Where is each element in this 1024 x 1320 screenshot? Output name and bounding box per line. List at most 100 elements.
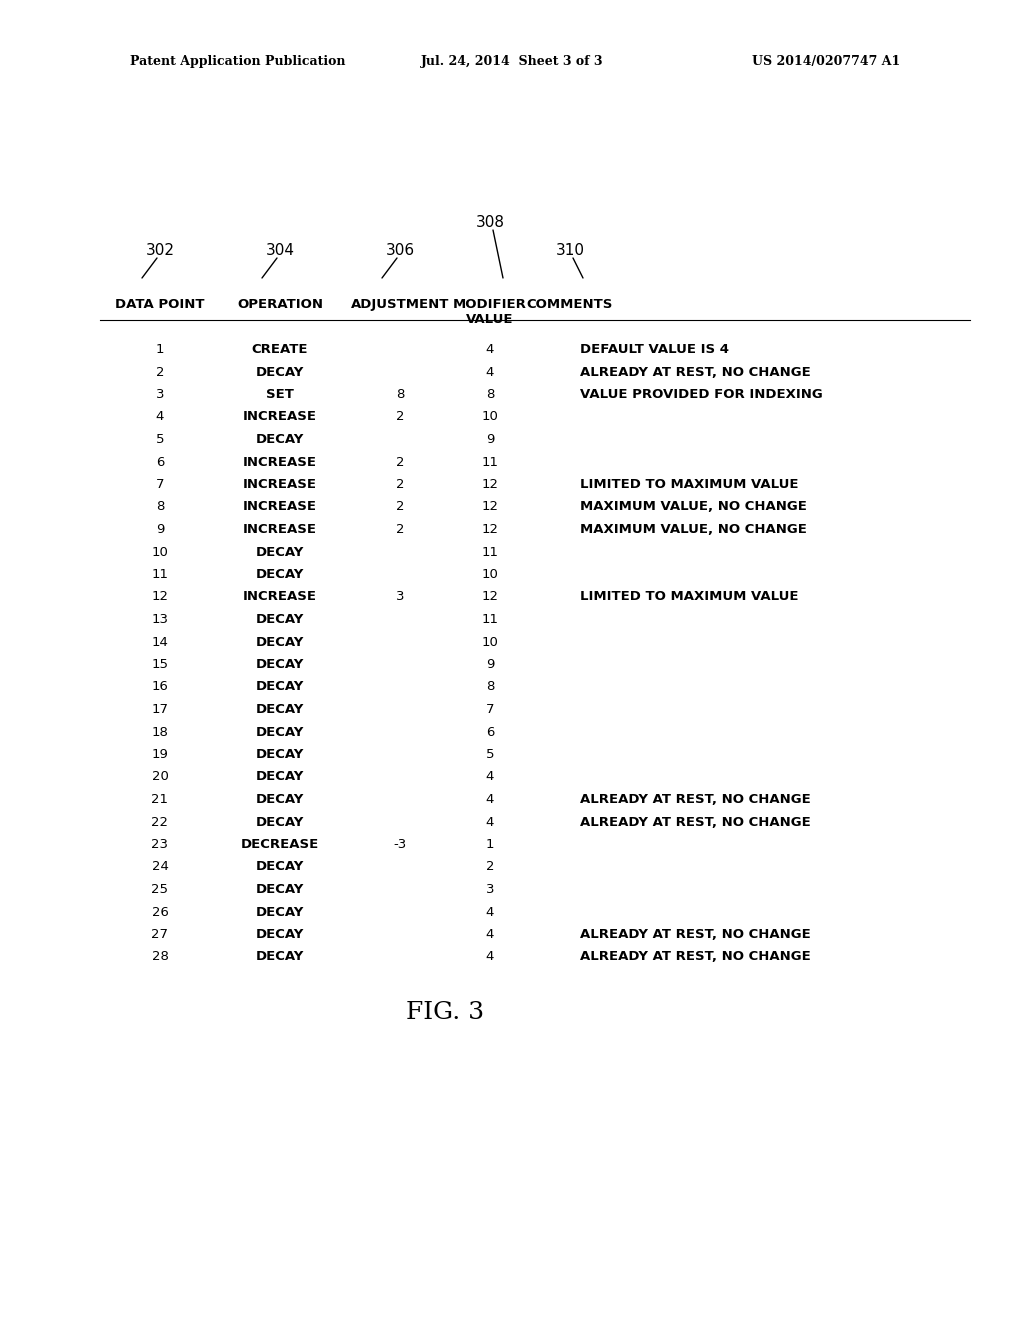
Text: 16: 16 [152,681,168,693]
Text: 12: 12 [481,500,499,513]
Text: 8: 8 [485,388,495,401]
Text: 11: 11 [481,455,499,469]
Text: 306: 306 [385,243,415,257]
Text: DECAY: DECAY [256,681,304,693]
Text: DECAY: DECAY [256,568,304,581]
Text: 4: 4 [485,928,495,941]
Text: 10: 10 [481,635,499,648]
Text: 9: 9 [485,657,495,671]
Text: DECAY: DECAY [256,793,304,807]
Text: US 2014/0207747 A1: US 2014/0207747 A1 [752,55,900,69]
Text: DEFAULT VALUE IS 4: DEFAULT VALUE IS 4 [580,343,729,356]
Text: 28: 28 [152,950,168,964]
Text: -3: -3 [393,838,407,851]
Text: 3: 3 [395,590,404,603]
Text: 12: 12 [481,478,499,491]
Text: CREATE: CREATE [252,343,308,356]
Text: 27: 27 [152,928,169,941]
Text: 1: 1 [485,838,495,851]
Text: COMMENTS: COMMENTS [526,298,613,312]
Text: ALREADY AT REST, NO CHANGE: ALREADY AT REST, NO CHANGE [580,793,811,807]
Text: 19: 19 [152,748,168,762]
Text: 11: 11 [481,612,499,626]
Text: 12: 12 [481,523,499,536]
Text: MAXIMUM VALUE, NO CHANGE: MAXIMUM VALUE, NO CHANGE [580,500,807,513]
Text: 4: 4 [485,816,495,829]
Text: OPERATION: OPERATION [237,298,323,312]
Text: ALREADY AT REST, NO CHANGE: ALREADY AT REST, NO CHANGE [580,928,811,941]
Text: 12: 12 [481,590,499,603]
Text: 4: 4 [485,793,495,807]
Text: DECAY: DECAY [256,545,304,558]
Text: INCREASE: INCREASE [243,500,317,513]
Text: 2: 2 [485,861,495,874]
Text: 4: 4 [485,950,495,964]
Text: 21: 21 [152,793,169,807]
Text: VALUE PROVIDED FOR INDEXING: VALUE PROVIDED FOR INDEXING [580,388,822,401]
Text: LIMITED TO MAXIMUM VALUE: LIMITED TO MAXIMUM VALUE [580,478,799,491]
Text: 8: 8 [396,388,404,401]
Text: LIMITED TO MAXIMUM VALUE: LIMITED TO MAXIMUM VALUE [580,590,799,603]
Text: 3: 3 [156,388,164,401]
Text: Patent Application Publication: Patent Application Publication [130,55,345,69]
Text: DECAY: DECAY [256,928,304,941]
Text: DECAY: DECAY [256,704,304,715]
Text: 10: 10 [481,411,499,424]
Text: 9: 9 [485,433,495,446]
Text: 7: 7 [156,478,164,491]
Text: DECAY: DECAY [256,657,304,671]
Text: 24: 24 [152,861,168,874]
Text: DECAY: DECAY [256,366,304,379]
Text: DECAY: DECAY [256,612,304,626]
Text: 23: 23 [152,838,169,851]
Text: ALREADY AT REST, NO CHANGE: ALREADY AT REST, NO CHANGE [580,816,811,829]
Text: ALREADY AT REST, NO CHANGE: ALREADY AT REST, NO CHANGE [580,366,811,379]
Text: DECAY: DECAY [256,883,304,896]
Text: 14: 14 [152,635,168,648]
Text: 4: 4 [156,411,164,424]
Text: INCREASE: INCREASE [243,478,317,491]
Text: 308: 308 [475,215,505,230]
Text: MODIFIER
VALUE: MODIFIER VALUE [453,298,527,326]
Text: 1: 1 [156,343,164,356]
Text: 5: 5 [485,748,495,762]
Text: 2: 2 [156,366,164,379]
Text: 3: 3 [485,883,495,896]
Text: DECAY: DECAY [256,748,304,762]
Text: 2: 2 [395,478,404,491]
Text: 4: 4 [485,906,495,919]
Text: INCREASE: INCREASE [243,411,317,424]
Text: 20: 20 [152,771,168,784]
Text: 26: 26 [152,906,168,919]
Text: 10: 10 [152,545,168,558]
Text: 11: 11 [481,545,499,558]
Text: 5: 5 [156,433,164,446]
Text: 6: 6 [156,455,164,469]
Text: DATA POINT: DATA POINT [116,298,205,312]
Text: ALREADY AT REST, NO CHANGE: ALREADY AT REST, NO CHANGE [580,950,811,964]
Text: 9: 9 [156,523,164,536]
Text: ADJUSTMENT: ADJUSTMENT [351,298,450,312]
Text: 2: 2 [395,500,404,513]
Text: 25: 25 [152,883,169,896]
Text: INCREASE: INCREASE [243,455,317,469]
Text: 18: 18 [152,726,168,738]
Text: 4: 4 [485,771,495,784]
Text: DECAY: DECAY [256,726,304,738]
Text: 7: 7 [485,704,495,715]
Text: 15: 15 [152,657,169,671]
Text: DECAY: DECAY [256,433,304,446]
Text: 8: 8 [485,681,495,693]
Text: DECAY: DECAY [256,816,304,829]
Text: DECREASE: DECREASE [241,838,319,851]
Text: 4: 4 [485,343,495,356]
Text: 11: 11 [152,568,169,581]
Text: 22: 22 [152,816,169,829]
Text: FIG. 3: FIG. 3 [406,1001,484,1024]
Text: 302: 302 [145,243,174,257]
Text: DECAY: DECAY [256,906,304,919]
Text: DECAY: DECAY [256,771,304,784]
Text: 13: 13 [152,612,169,626]
Text: MAXIMUM VALUE, NO CHANGE: MAXIMUM VALUE, NO CHANGE [580,523,807,536]
Text: DECAY: DECAY [256,950,304,964]
